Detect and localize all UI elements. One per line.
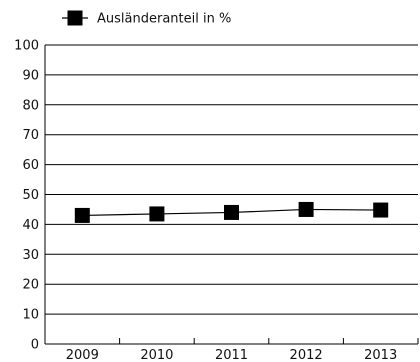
y-tick-label-100: 100 bbox=[14, 39, 39, 54]
data-point-2011 bbox=[224, 204, 239, 220]
x-tick-label-2009: 2009 bbox=[66, 348, 99, 362]
y-tick-label-50: 50 bbox=[22, 188, 39, 203]
x-tick-label-2013: 2013 bbox=[364, 348, 397, 362]
y-tick-label-40: 40 bbox=[22, 218, 39, 233]
data-point-2012 bbox=[298, 201, 314, 217]
series-layer bbox=[74, 201, 389, 223]
legend-label-0: Ausländeranteil in % bbox=[97, 12, 231, 27]
y-tick-label-90: 90 bbox=[22, 68, 39, 83]
y-tick-label-70: 70 bbox=[22, 128, 39, 143]
y-tick-label-0: 0 bbox=[31, 338, 39, 353]
x-tick-label-2011: 2011 bbox=[215, 348, 248, 362]
data-point-2013 bbox=[373, 202, 389, 218]
y-tick-label-20: 20 bbox=[22, 278, 39, 293]
legend: Ausländeranteil in % bbox=[62, 10, 231, 27]
axes bbox=[44, 45, 419, 345]
y-tick-label-60: 60 bbox=[22, 158, 39, 173]
x-tick-label-2012: 2012 bbox=[290, 348, 323, 362]
y-tick-label-10: 10 bbox=[22, 308, 39, 323]
gridlines bbox=[45, 44, 418, 315]
legend-marker-0 bbox=[67, 10, 83, 26]
data-point-2009 bbox=[74, 207, 90, 223]
y-tick-label-80: 80 bbox=[22, 98, 39, 113]
tick-labels: 0 10 20 30 40 50 60 70 80 90 100 2009 2010 2011 2012 20… bbox=[14, 39, 397, 362]
y-tick-label-30: 30 bbox=[22, 248, 39, 263]
x-tick-label-2010: 2010 bbox=[140, 348, 173, 362]
data-point-2010 bbox=[149, 206, 165, 222]
